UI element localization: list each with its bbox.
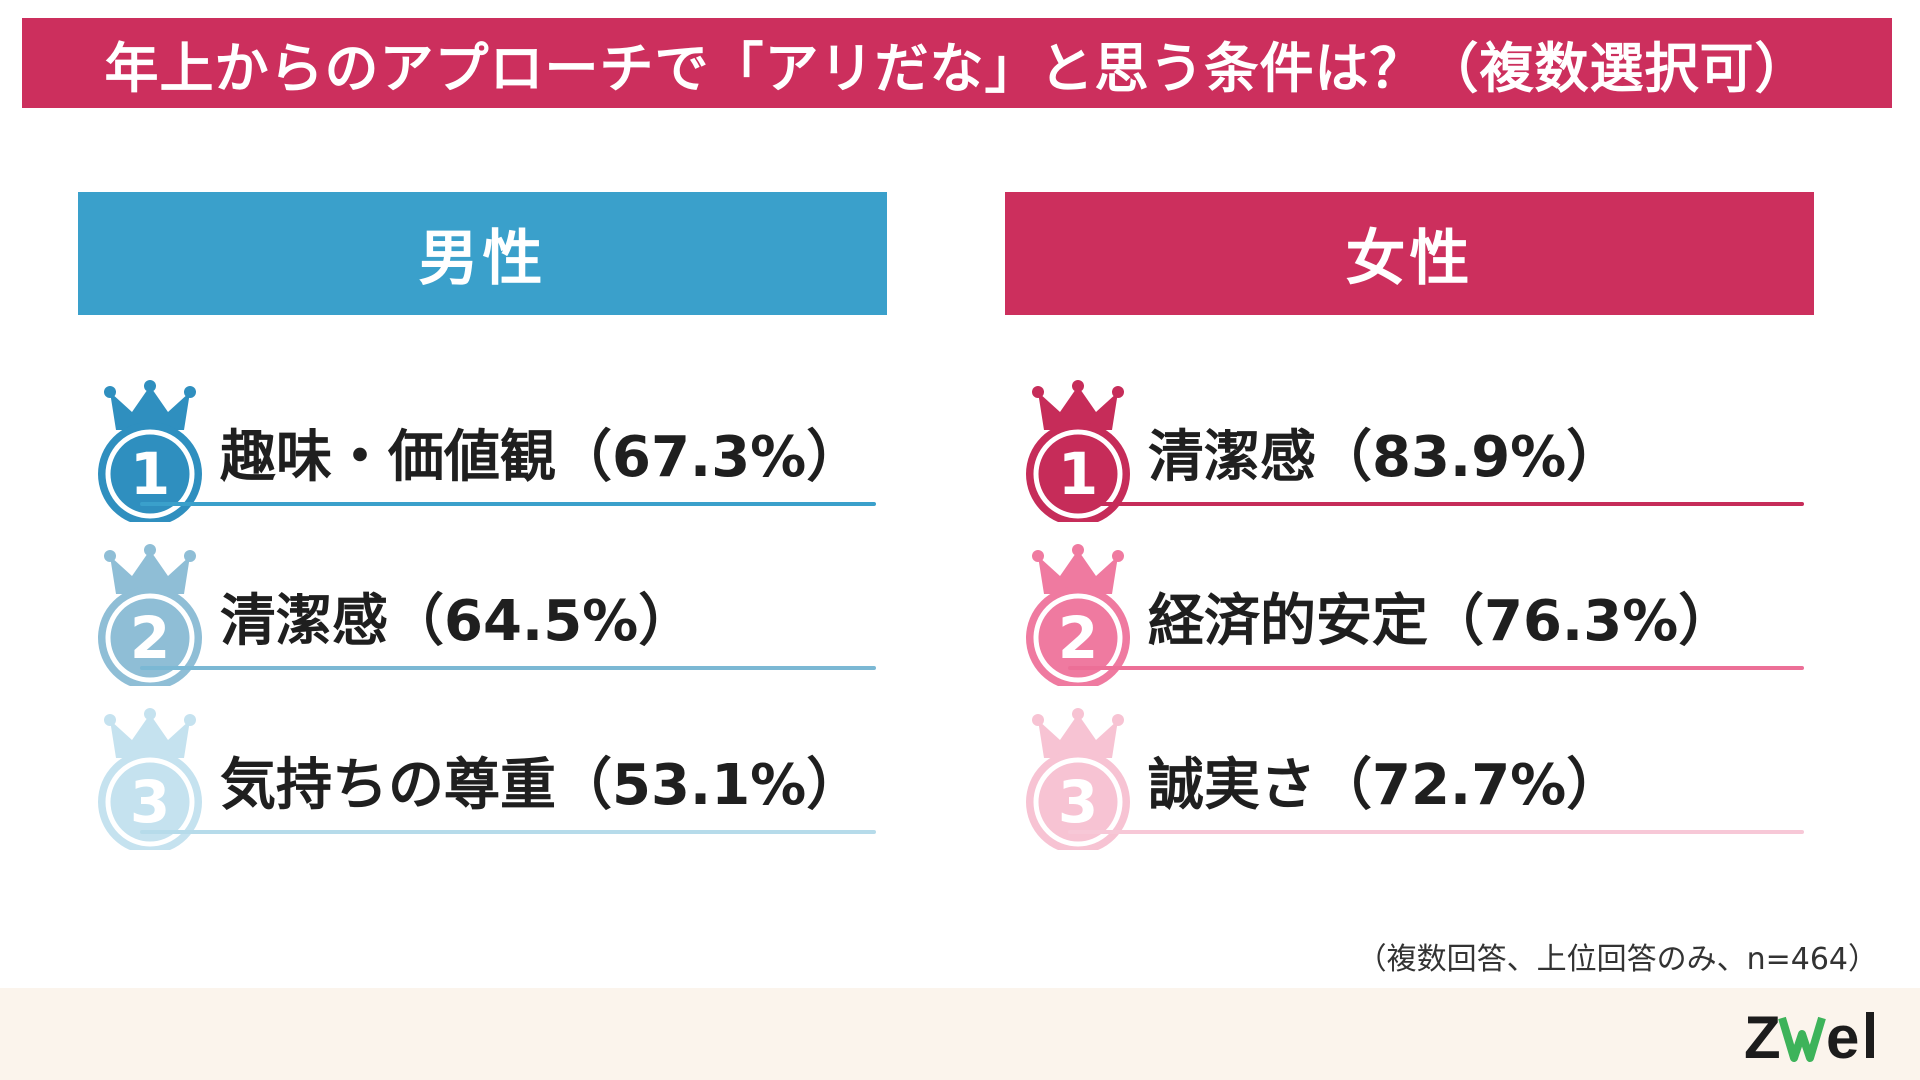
rank-underline	[1068, 666, 1804, 670]
rank-label: 誠実さ（72.7%）	[1148, 753, 1623, 818]
rank-1-crown-badge-icon: 1	[98, 380, 202, 522]
rank-3-crown-badge-icon: 3	[98, 708, 202, 850]
rank-2-crown-badge-icon: 2	[1026, 544, 1130, 686]
rank-label: 経済的安定（76.3%）	[1148, 589, 1735, 654]
rank-number: 2	[1058, 604, 1098, 672]
svg-text:e: e	[1826, 1004, 1859, 1068]
rank-2-crown-badge-icon: 2	[98, 544, 202, 686]
rank-underline	[1068, 502, 1804, 506]
rank-label: 清潔感（83.9%）	[1148, 425, 1623, 490]
rank-row: 1 趣味・価値観（67.3%）	[80, 372, 910, 522]
page-title: 年上からのアプローチで「アリだな」と思う条件は？（複数選択可）	[22, 18, 1892, 108]
zwei-logo: Z e	[1744, 1004, 1874, 1068]
rank-number: 3	[1058, 768, 1098, 836]
footnote: （複数回答、上位回答のみ、n=464）	[1356, 942, 1878, 977]
rank-label: 気持ちの尊重（53.1%）	[220, 753, 863, 818]
rank-number: 1	[1058, 440, 1098, 508]
rank-underline	[140, 502, 876, 506]
rank-label: 趣味・価値観（67.3%）	[220, 425, 863, 490]
rank-3-crown-badge-icon: 3	[1026, 708, 1130, 850]
rank-row: 2 清潔感（64.5%）	[80, 536, 910, 686]
svg-text:Z: Z	[1744, 1004, 1781, 1068]
female-panel-header: 女性	[1005, 192, 1814, 315]
male-panel-header: 男性	[78, 192, 887, 315]
rank-1-crown-badge-icon: 1	[1026, 380, 1130, 522]
rank-underline	[140, 666, 876, 670]
rank-row: 2 経済的安定（76.3%）	[1008, 536, 1838, 686]
rank-row: 1 清潔感（83.9%）	[1008, 372, 1838, 522]
rank-underline	[1068, 830, 1804, 834]
rank-number: 3	[130, 768, 170, 836]
rank-underline	[140, 830, 876, 834]
rank-number: 2	[130, 604, 170, 672]
footer-band	[0, 988, 1920, 1080]
rank-row: 3 気持ちの尊重（53.1%）	[80, 700, 910, 850]
rank-label: 清潔感（64.5%）	[220, 589, 695, 654]
rank-number: 1	[130, 440, 170, 508]
rank-row: 3 誠実さ（72.7%）	[1008, 700, 1838, 850]
